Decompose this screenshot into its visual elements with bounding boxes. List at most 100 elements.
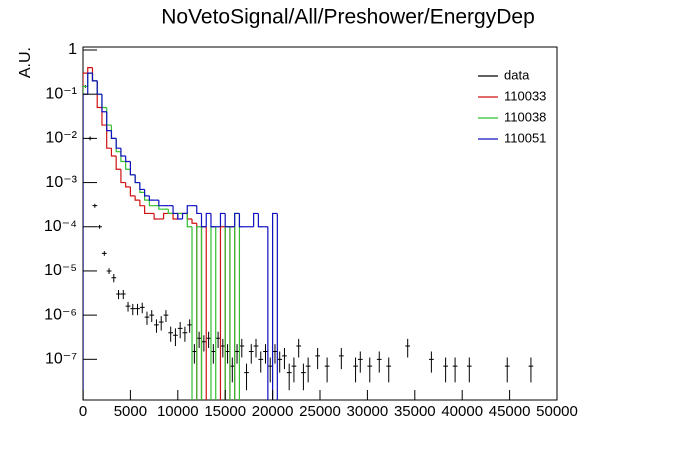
histogram-bin: [120, 148, 126, 157]
chart-title: NoVetoSignal/All/Preshower/EnergyDep: [161, 6, 535, 29]
data-point: [504, 357, 510, 383]
data-point: [111, 274, 117, 283]
data-point: [367, 357, 373, 383]
data-point: [120, 290, 126, 300]
histogram-bin: [229, 226, 231, 400]
histogram-bin: [177, 213, 183, 220]
data-point: [187, 319, 193, 333]
histogram-bin: [186, 213, 193, 228]
histogram-bin: [101, 94, 107, 113]
histogram-bin: [158, 200, 164, 207]
histogram-bin: [134, 195, 140, 201]
x-tick-label: 25000: [299, 403, 341, 420]
data-point: [130, 303, 136, 316]
histogram-bin: [215, 226, 217, 400]
data-point: [106, 268, 112, 275]
data-point: [324, 357, 330, 383]
histogram-bin: [87, 66, 93, 74]
data-point: [286, 363, 292, 391]
histogram-bin: [234, 212, 240, 227]
histogram-bin: [224, 213, 230, 228]
y-tick-label: 10⁻³: [45, 174, 77, 191]
data-point: [239, 338, 245, 358]
data-point: [405, 338, 411, 358]
data-point: [220, 338, 226, 358]
histogram-bin: [219, 212, 226, 227]
data-point: [267, 357, 273, 383]
data-point: [101, 251, 107, 256]
histogram-bin: [134, 174, 140, 184]
data-point: [253, 338, 259, 358]
data-point: [177, 321, 183, 339]
x-tick-label: 45000: [489, 403, 531, 420]
data-point: [92, 203, 98, 208]
histogram-bin: [91, 73, 98, 82]
histogram-bin: [200, 213, 207, 228]
y-axis-label: A.U.: [17, 47, 34, 78]
data-point: [386, 357, 392, 383]
histogram-bin: [110, 130, 117, 139]
data-point: [272, 344, 278, 364]
histogram-bin: [172, 205, 178, 215]
data-point: [210, 344, 216, 364]
data-point: [149, 310, 155, 322]
x-tick-label: 10000: [157, 403, 199, 420]
histogram-bin: [257, 213, 264, 228]
histogram-bin: [87, 72, 93, 95]
data-point: [206, 331, 211, 349]
data-point: [144, 311, 150, 325]
histogram-bin: [210, 213, 216, 228]
data-point: [452, 357, 458, 383]
data-point: [315, 348, 320, 370]
data-point: [528, 357, 534, 383]
histogram-bin: [106, 125, 112, 149]
histogram-bin: [115, 138, 121, 149]
legend-label: 110038: [504, 109, 546, 124]
histogram-bin: [83, 85, 88, 400]
data-point: [244, 363, 249, 391]
histogram-bin: [205, 212, 211, 227]
histogram-bin: [120, 169, 126, 184]
histogram-bin: [238, 213, 245, 228]
data-point: [182, 326, 188, 342]
histogram-bin: [139, 200, 145, 207]
data-point: [305, 357, 311, 383]
histogram-bin: [205, 226, 207, 400]
data-point: [163, 310, 169, 322]
histogram-bin: [191, 226, 193, 400]
legend-label: data: [504, 67, 530, 82]
data-point: [277, 351, 283, 373]
histogram-bin: [83, 72, 88, 400]
x-tick-label: 35000: [394, 403, 436, 420]
x-tick-label: 30000: [347, 403, 389, 420]
data-point: [201, 335, 207, 352]
data-point: [338, 348, 344, 370]
data-point: [116, 290, 121, 300]
histogram-bin: [125, 161, 131, 170]
data-point: [357, 351, 363, 373]
histogram-bin: [144, 205, 150, 215]
x-tick-label: 50000: [536, 403, 578, 420]
data-point: [301, 363, 306, 391]
histogram-bin: [115, 155, 121, 170]
data-point: [234, 344, 240, 364]
data-point: [135, 303, 140, 316]
data-point: [97, 224, 102, 229]
histogram-bin: [129, 161, 136, 176]
data-point: [376, 351, 382, 373]
y-tick-label: 10⁻⁴: [44, 218, 77, 235]
data-point: [225, 344, 230, 364]
data-point: [173, 328, 178, 347]
data-point: [466, 357, 472, 383]
legend-label: 110033: [504, 88, 546, 103]
legend-label: 110051: [504, 130, 546, 145]
histogram-bin: [144, 189, 150, 197]
x-tick-label: 15000: [204, 403, 246, 420]
y-tick-label: 10⁻²: [45, 130, 77, 147]
histogram-bin: [196, 205, 202, 215]
x-tick-label: 40000: [441, 403, 483, 420]
histogram-bin: [125, 155, 131, 163]
histogram-bin: [153, 213, 159, 220]
data-point: [296, 338, 302, 358]
